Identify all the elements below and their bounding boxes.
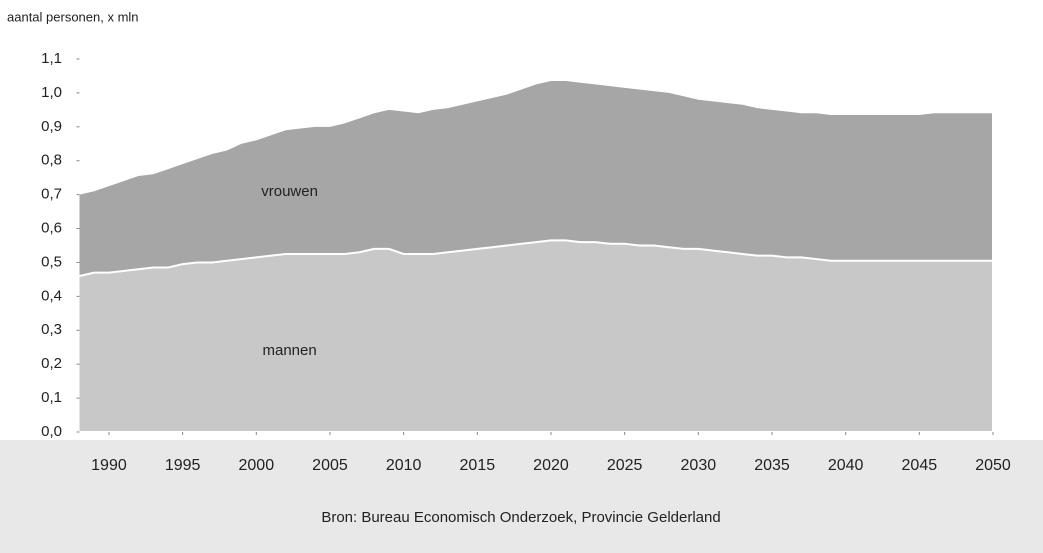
y-tick-label: 1,1: [41, 50, 62, 67]
y-tick-label: 0,7: [41, 186, 62, 203]
x-tick-label: 2045: [902, 457, 938, 474]
x-tick-label: 2015: [460, 457, 496, 474]
source: Bron: Bureau Economisch Onderzoek, Provi…: [321, 509, 720, 526]
x-tick-label: 2040: [828, 457, 864, 474]
y-tick-label: 0,4: [41, 287, 62, 304]
x-tick-label: 2010: [386, 457, 422, 474]
x-tick-label: 2020: [533, 457, 569, 474]
series-boundary: [79, 239, 993, 277]
x-tick-label: 1990: [91, 457, 127, 474]
y-tick-label: 0,8: [41, 152, 62, 169]
y-tick-label: 0,9: [41, 118, 62, 135]
series-label: mannen: [262, 342, 316, 359]
x-tick-label: 2030: [681, 457, 717, 474]
y-tick-label: 0,3: [41, 321, 62, 338]
x-tick-label: 2025: [607, 457, 643, 474]
y-tick-label: 0,5: [41, 253, 62, 270]
x-tick-label: 2035: [754, 457, 790, 474]
y-tick-label: 0,0: [41, 423, 62, 440]
y-tick-label: 0,2: [41, 355, 62, 372]
area: [79, 81, 993, 277]
x-tick-label: 2050: [975, 457, 1011, 474]
y-tick-label: 0,1: [41, 389, 62, 406]
y-axis-label: aantal personen, x mln: [7, 9, 139, 24]
series-label: vrouwen: [261, 183, 318, 200]
x-tick-label: 2005: [312, 457, 348, 474]
x-tick-label: 1995: [165, 457, 201, 474]
area: [79, 240, 993, 432]
y-tick-label: 0,6: [41, 220, 62, 237]
footer-band: [0, 440, 1043, 553]
y-tick-label: 1,0: [41, 84, 62, 101]
x-tick-label: 2000: [239, 457, 275, 474]
